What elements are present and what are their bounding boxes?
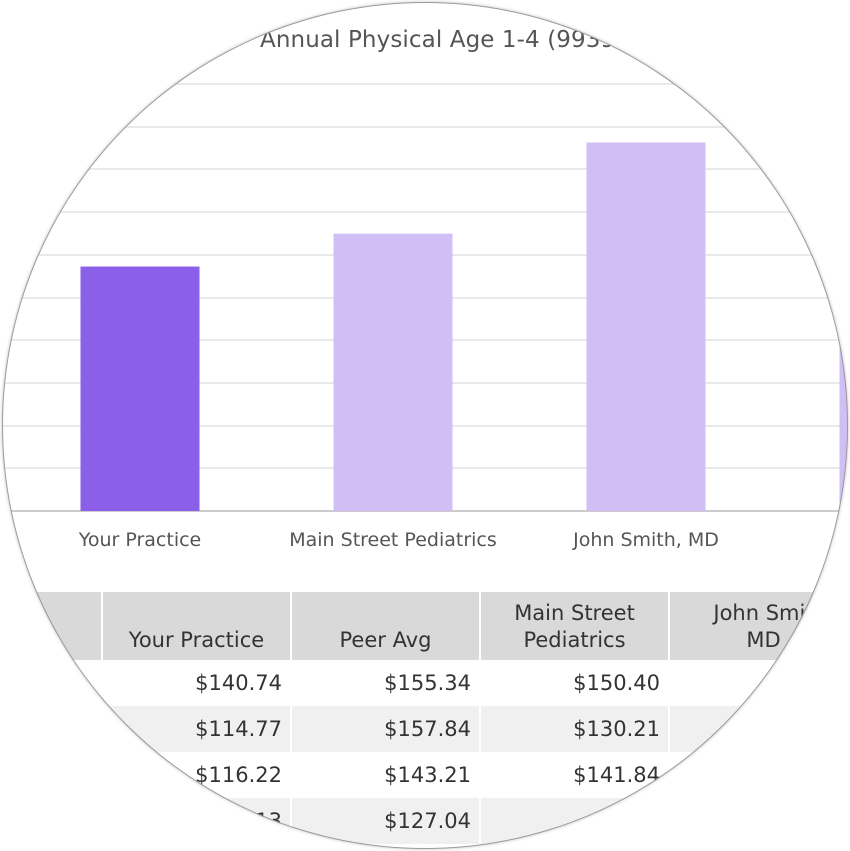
bar-2[interactable]	[333, 233, 453, 511]
table-cell: $130.21	[573, 717, 660, 741]
table-cell	[2, 660, 101, 706]
table-cell: $141.84	[573, 763, 660, 787]
column-header[interactable]: Main Street Pediatrics	[481, 592, 668, 660]
table-cell	[2, 798, 101, 844]
table-cell: $127.04	[384, 809, 471, 833]
table-row: $116.22 $143.21 $141.84	[2, 752, 848, 798]
table-cell: $150.40	[573, 671, 660, 695]
table-cell: $	[646, 809, 660, 833]
table-cell: $140.74	[195, 671, 282, 695]
column-header[interactable]: Peer Avg	[292, 592, 479, 660]
category-label: Your Practice	[78, 529, 202, 551]
table-row: 13 $127.04 $	[2, 798, 848, 844]
table-cell: 13	[255, 809, 282, 833]
table-cell	[670, 752, 848, 798]
table-cell: $116.22	[195, 763, 282, 787]
bars	[80, 142, 849, 511]
column-header[interactable]: John Smit MD	[670, 592, 848, 660]
bar-4[interactable]	[839, 340, 849, 511]
table-row: $114.77 $157.84 $130.21	[2, 706, 848, 752]
category-label: Main Street Pediatrics	[289, 529, 497, 551]
column-header[interactable]: Your Practice	[103, 592, 290, 660]
table-cell	[2, 752, 101, 798]
category-label: John Smith, MD	[573, 529, 719, 551]
table-cell: $114.77	[195, 717, 282, 741]
column-header[interactable]	[2, 592, 101, 660]
table-cell: $143.21	[384, 763, 471, 787]
bar-1[interactable]	[80, 266, 200, 511]
chart-title: Annual Physical Age 1-4 (99392	[260, 27, 630, 53]
table-cell	[670, 798, 848, 844]
table-cell	[670, 660, 848, 706]
table-cell: $155.34	[384, 671, 471, 695]
table-cell	[2, 706, 101, 752]
table-cell	[670, 706, 848, 752]
table-cell: $157.84	[384, 717, 471, 741]
bar-3[interactable]	[586, 142, 706, 511]
table-row: $140.74 $155.34 $150.40	[2, 660, 848, 706]
